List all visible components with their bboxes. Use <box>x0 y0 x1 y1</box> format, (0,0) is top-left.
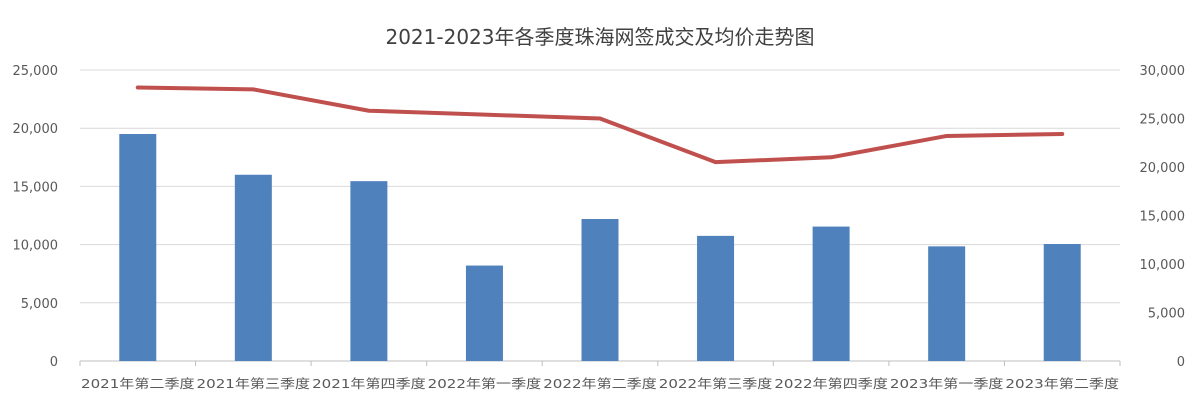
category-label: 2022年第一季度 <box>428 376 542 391</box>
bar <box>235 175 272 361</box>
category-label: 2023年第二季度 <box>1005 376 1119 391</box>
left-tick-label: 20,000 <box>13 122 59 137</box>
bar <box>582 219 619 361</box>
right-tick-label: 0 <box>1177 355 1185 370</box>
category-label: 2021年第三季度 <box>197 376 311 391</box>
bar <box>697 236 734 361</box>
left-tick-label: 0 <box>50 355 58 370</box>
line-series <box>138 87 1063 162</box>
category-label: 2022年第二季度 <box>543 376 657 391</box>
bar <box>466 266 503 361</box>
left-tick-label: 15,000 <box>13 180 59 195</box>
category-label: 2021年第四季度 <box>312 376 426 391</box>
right-tick-label: 10,000 <box>1140 258 1186 273</box>
category-label: 2022年第三季度 <box>659 376 773 391</box>
left-tick-label: 10,000 <box>13 239 59 254</box>
chart-title: 2021-2023年各季度珠海网签成交及均价走势图 <box>385 25 814 49</box>
right-tick-label: 30,000 <box>1140 64 1186 79</box>
bar <box>928 246 965 361</box>
bar <box>119 134 156 361</box>
bar <box>813 227 850 361</box>
bar <box>350 181 387 361</box>
category-label: 2022年第四季度 <box>774 376 888 391</box>
left-axis: 0 5,000 10,000 15,000 20,000 25,000 <box>13 64 59 370</box>
left-tick-label: 25,000 <box>13 64 59 79</box>
right-tick-label: 15,000 <box>1140 210 1186 225</box>
category-label: 2021年第二季度 <box>81 376 195 391</box>
price-line <box>138 87 1062 162</box>
category-label: 2023年第一季度 <box>890 376 1004 391</box>
right-tick-label: 5,000 <box>1148 307 1185 322</box>
left-tick-label: 5,000 <box>21 297 58 312</box>
bar-series <box>119 134 1080 361</box>
bar <box>1044 244 1081 361</box>
right-axis: 0 5,000 10,000 15,000 20,000 25,000 30,000 <box>1140 64 1186 370</box>
right-tick-label: 20,000 <box>1140 161 1186 176</box>
right-tick-label: 25,000 <box>1140 113 1186 128</box>
